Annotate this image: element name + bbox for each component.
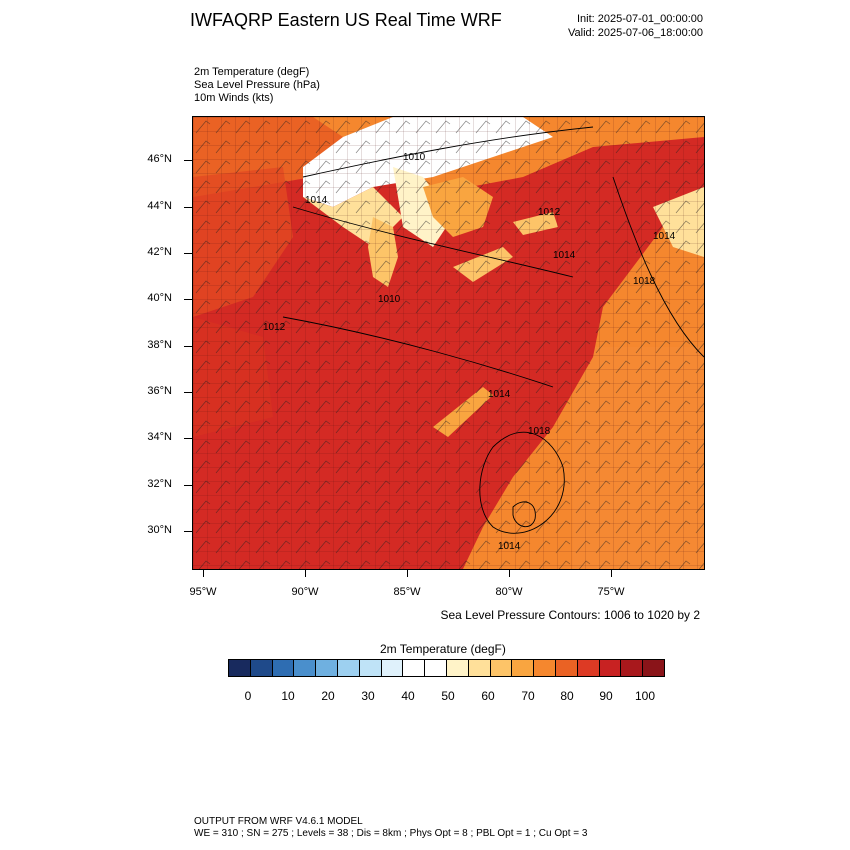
colorbar-label: 80 [560, 689, 574, 703]
pressure-label: 1014 [553, 250, 576, 261]
lat-tick [184, 485, 192, 486]
pressure-label: 1014 [653, 231, 676, 242]
lat-tick [184, 299, 192, 300]
footer-config: WE = 310 ; SN = 275 ; Levels = 38 ; Dis … [194, 828, 588, 839]
colorbar-swatch [381, 660, 404, 676]
colorbar-label: 20 [321, 689, 335, 703]
colorbar-swatch [425, 660, 447, 676]
colorbar-title: 2m Temperature (degF) [380, 642, 506, 656]
colorbar-swatch [599, 660, 622, 676]
field-label-temperature: 2m Temperature (degF) [194, 66, 310, 78]
field-label-pressure: Sea Level Pressure (hPa) [194, 79, 320, 91]
map-canvas: 1010 1014 1012 1014 1014 1018 1010 1012 … [193, 117, 704, 569]
colorbar-swatch [359, 660, 382, 676]
colorbar-label: 10 [281, 689, 295, 703]
colorbar-swatch [250, 660, 273, 676]
footer-model: OUTPUT FROM WRF V4.6.1 MODEL [194, 816, 363, 827]
pressure-label: 1012 [538, 207, 561, 218]
lat-label: 46°N [147, 153, 172, 165]
pressure-label: 1010 [378, 294, 401, 305]
contour-note: Sea Level Pressure Contours: 1006 to 102… [440, 608, 701, 622]
colorbar-label: 90 [599, 689, 613, 703]
lon-label: 90°W [291, 586, 319, 598]
field-label-winds: 10m Winds (kts) [194, 92, 274, 104]
lon-tick [611, 569, 612, 577]
pressure-label: 1014 [305, 195, 328, 206]
colorbar-label: 60 [481, 689, 495, 703]
colorbar-swatch [555, 660, 578, 676]
lon-tick [305, 569, 306, 577]
lat-tick [184, 207, 192, 208]
pressure-label: 1018 [528, 426, 551, 437]
lat-label: 34°N [147, 431, 172, 443]
pressure-contours [282, 126, 704, 534]
colorbar-swatch [403, 660, 426, 676]
pressure-label: 1012 [263, 322, 286, 333]
colorbar-swatch [316, 660, 338, 676]
lat-label: 32°N [147, 478, 172, 490]
colorbar-swatch [643, 660, 664, 676]
lat-label: 42°N [147, 246, 172, 258]
colorbar-swatch [229, 660, 251, 676]
lat-tick [184, 531, 192, 532]
lat-tick [184, 160, 192, 161]
colorbar-swatch [446, 660, 469, 676]
lon-label: 75°W [597, 586, 625, 598]
lat-label: 38°N [147, 339, 172, 351]
lat-label: 40°N [147, 292, 172, 304]
colorbar-swatch [490, 660, 513, 676]
plot-title: IWFAQRP Eastern US Real Time WRF [190, 10, 502, 30]
lon-tick [407, 569, 408, 577]
lat-label: 30°N [147, 524, 172, 536]
lat-tick [184, 253, 192, 254]
colorbar-swatch [272, 660, 295, 676]
colorbar-label: 50 [441, 689, 455, 703]
colorbar-swatch [294, 660, 317, 676]
pressure-label: 1014 [498, 541, 521, 552]
pressure-label: 1014 [488, 389, 511, 400]
colorbar-label: 0 [244, 689, 252, 703]
colorbar-swatch [534, 660, 556, 676]
colorbar-label: 70 [521, 689, 535, 703]
colorbar-label: 100 [634, 689, 656, 703]
lon-label: 85°W [393, 586, 421, 598]
lat-tick [184, 438, 192, 439]
lat-label: 36°N [147, 385, 172, 397]
colorbar-swatch [512, 660, 535, 676]
pressure-label: 1018 [633, 276, 656, 287]
lat-tick [184, 346, 192, 347]
map-panel: 1010 1014 1012 1014 1014 1018 1010 1012 … [192, 116, 705, 570]
lon-label: 95°W [189, 586, 217, 598]
colorbar [228, 659, 665, 677]
colorbar-swatch [468, 660, 491, 676]
colorbar-swatch [577, 660, 600, 676]
colorbar-swatch [621, 660, 644, 676]
pressure-label: 1010 [403, 152, 426, 163]
lon-label: 80°W [495, 586, 523, 598]
lon-tick [509, 569, 510, 577]
lat-label: 44°N [147, 200, 172, 212]
colorbar-label: 30 [361, 689, 375, 703]
valid-time: Valid: 2025-07-06_18:00:00 [568, 27, 703, 39]
colorbar-label: 40 [401, 689, 415, 703]
init-time: Init: 2025-07-01_00:00:00 [577, 13, 703, 25]
colorbar-swatch [337, 660, 360, 676]
lon-tick [203, 569, 204, 577]
lat-tick [184, 392, 192, 393]
